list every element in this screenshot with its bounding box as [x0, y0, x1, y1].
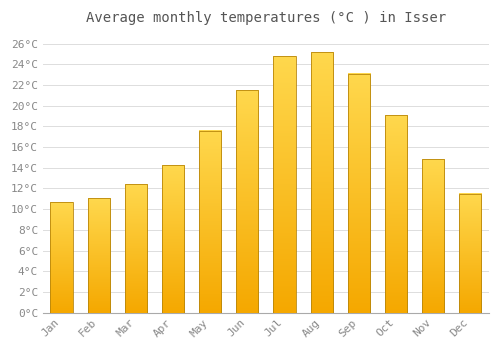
Title: Average monthly temperatures (°C ) in Isser: Average monthly temperatures (°C ) in Is… — [86, 11, 446, 25]
Bar — [385, 115, 407, 313]
Bar — [50, 202, 72, 313]
Bar — [310, 52, 333, 313]
Bar — [348, 74, 370, 313]
Bar — [422, 160, 444, 313]
Bar — [274, 56, 295, 313]
Bar — [162, 164, 184, 313]
Bar — [88, 198, 110, 313]
Bar — [124, 184, 147, 313]
Bar — [459, 194, 481, 313]
Bar — [236, 90, 258, 313]
Bar — [199, 131, 222, 313]
